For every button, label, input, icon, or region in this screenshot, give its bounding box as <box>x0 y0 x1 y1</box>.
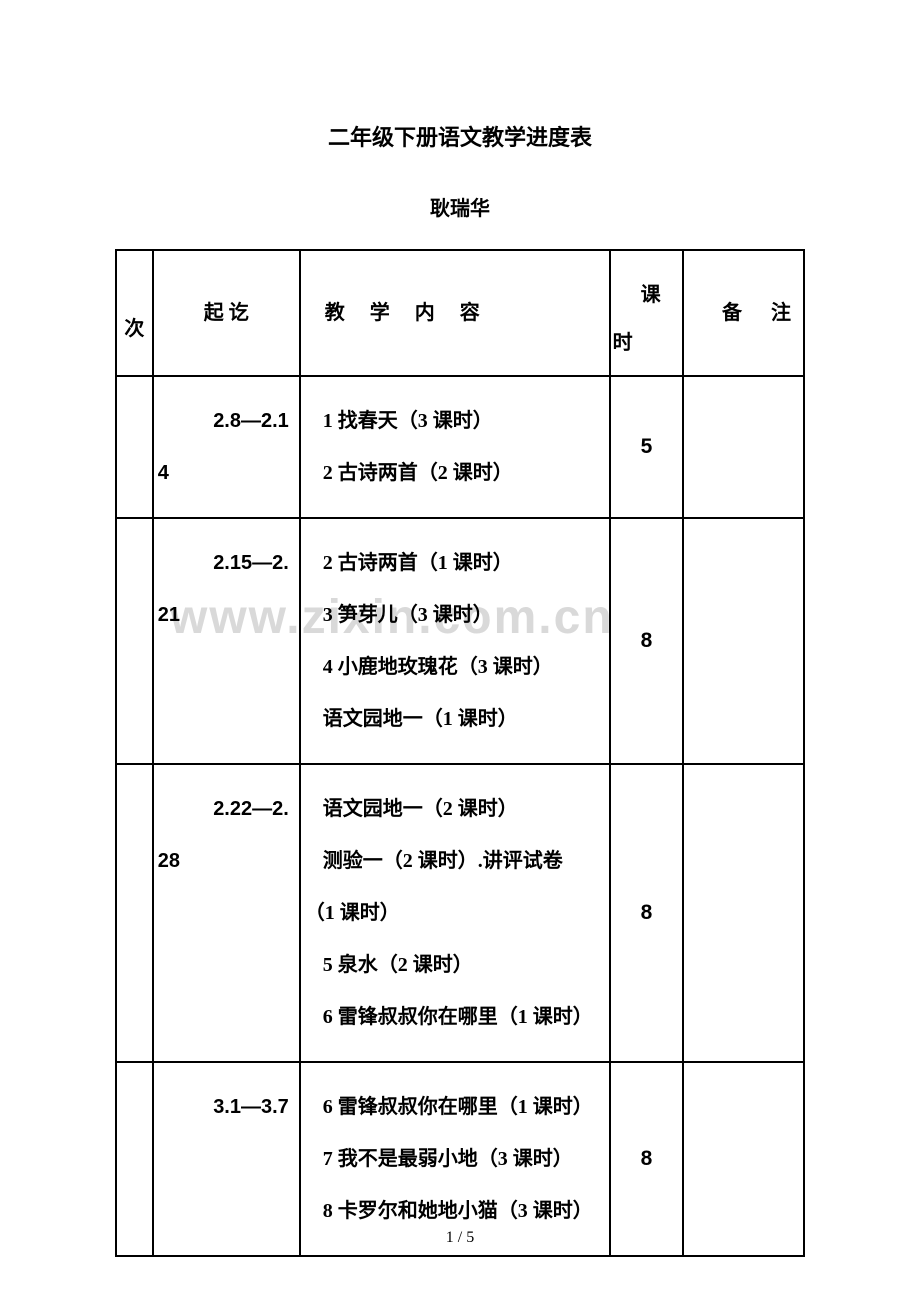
week-cell <box>116 1062 153 1256</box>
date-cell: 2.15—2. 21 <box>153 518 300 764</box>
date-bot: 4 <box>158 447 295 499</box>
content-line: （1 课时） <box>305 887 605 939</box>
hours-cell: 8 <box>610 764 684 1062</box>
header-week: 次 <box>116 250 153 376</box>
date-top: 2.15—2. <box>158 537 295 589</box>
header-hours-line2: 时 <box>613 319 681 367</box>
header-content: 教 学 内 容 <box>300 250 610 376</box>
date-top: 3.1—3.7 <box>158 1081 295 1133</box>
week-cell <box>116 518 153 764</box>
date-bot: 21 <box>158 589 295 641</box>
hours-cell: 8 <box>610 518 684 764</box>
date-bot: 28 <box>158 835 295 887</box>
content-line: 测验一（2 课时）.讲评试卷 <box>305 835 605 887</box>
table-row: 2.15—2. 21 2 古诗两首（1 课时） 3 笋芽儿（3 课时） 4 小鹿… <box>116 518 804 764</box>
page-content: 二年级下册语文教学进度表 耿瑞华 次 起 讫 教 学 内 容 课 时 备 注 2… <box>115 120 805 1257</box>
content-line: 6 雷锋叔叔你在哪里（1 课时） <box>305 991 605 1043</box>
date-cell: 2.8—2.1 4 <box>153 376 300 518</box>
header-hours: 课 时 <box>610 250 684 376</box>
content-line: 2 古诗两首（1 课时） <box>305 537 605 589</box>
content-line: 3 笋芽儿（3 课时） <box>305 589 605 641</box>
page-title: 二年级下册语文教学进度表 <box>115 120 805 152</box>
header-date: 起 讫 <box>153 250 300 376</box>
content-line: 1 找春天（3 课时） <box>305 395 605 447</box>
content-line: 语文园地一（2 课时） <box>305 783 605 835</box>
header-notes: 备 注 <box>683 250 804 376</box>
hours-cell: 5 <box>610 376 684 518</box>
notes-cell <box>683 1062 804 1256</box>
content-line: 2 古诗两首（2 课时） <box>305 447 605 499</box>
week-cell <box>116 764 153 1062</box>
date-top: 2.8—2.1 <box>158 395 295 447</box>
header-hours-line1: 课 <box>613 271 681 319</box>
date-top: 2.22—2. <box>158 783 295 835</box>
date-cell: 3.1—3.7 <box>153 1062 300 1256</box>
content-cell: 2 古诗两首（1 课时） 3 笋芽儿（3 课时） 4 小鹿地玫瑰花（3 课时） … <box>300 518 610 764</box>
table-row: 2.8—2.1 4 1 找春天（3 课时） 2 古诗两首（2 课时） 5 <box>116 376 804 518</box>
table-row: 3.1—3.7 6 雷锋叔叔你在哪里（1 课时） 7 我不是最弱小地（3 课时）… <box>116 1062 804 1256</box>
author-name: 耿瑞华 <box>115 192 805 221</box>
week-cell <box>116 376 153 518</box>
content-cell: 1 找春天（3 课时） 2 古诗两首（2 课时） <box>300 376 610 518</box>
content-line: 4 小鹿地玫瑰花（3 课时） <box>305 641 605 693</box>
hours-cell: 8 <box>610 1062 684 1256</box>
content-line: 8 卡罗尔和她地小猫（3 课时） <box>305 1185 605 1237</box>
notes-cell <box>683 518 804 764</box>
content-line: 5 泉水（2 课时） <box>305 939 605 991</box>
content-line: 6 雷锋叔叔你在哪里（1 课时） <box>305 1081 605 1133</box>
schedule-table: 次 起 讫 教 学 内 容 课 时 备 注 2.8—2.1 4 1 找春天（3 … <box>115 249 805 1257</box>
table-header-row: 次 起 讫 教 学 内 容 课 时 备 注 <box>116 250 804 376</box>
content-line: 语文园地一（1 课时） <box>305 693 605 745</box>
content-line: 7 我不是最弱小地（3 课时） <box>305 1133 605 1185</box>
notes-cell <box>683 764 804 1062</box>
content-cell: 语文园地一（2 课时） 测验一（2 课时）.讲评试卷 （1 课时） 5 泉水（2… <box>300 764 610 1062</box>
notes-cell <box>683 376 804 518</box>
content-cell: 6 雷锋叔叔你在哪里（1 课时） 7 我不是最弱小地（3 课时） 8 卡罗尔和她… <box>300 1062 610 1256</box>
table-row: 2.22—2. 28 语文园地一（2 课时） 测验一（2 课时）.讲评试卷 （1… <box>116 764 804 1062</box>
date-cell: 2.22—2. 28 <box>153 764 300 1062</box>
